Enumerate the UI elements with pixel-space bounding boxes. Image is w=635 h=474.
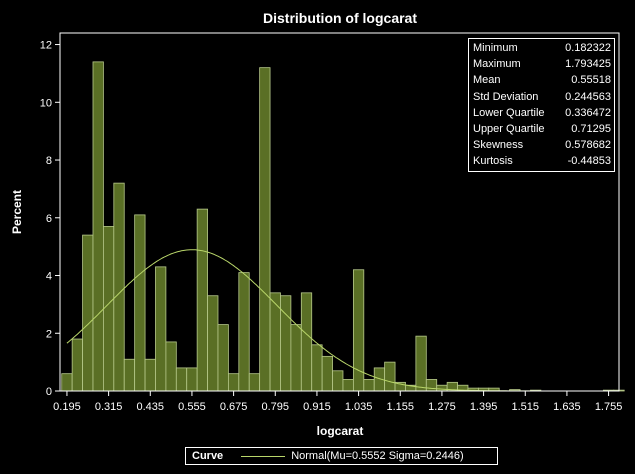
histogram-bar: [207, 295, 219, 392]
y-tick-label: 0: [46, 386, 52, 398]
stat-value: 0.182322: [565, 42, 611, 54]
histogram-bar: [425, 379, 438, 392]
legend-entry: Normal(Mu=0.5552 Sigma=0.2446): [291, 450, 464, 462]
histogram-bar: [415, 335, 427, 392]
histogram-bar: [227, 373, 240, 392]
histogram-bar: [321, 355, 333, 392]
histogram-bar: [144, 358, 156, 392]
histogram-bar: [61, 373, 73, 392]
stat-value: 0.55518: [571, 74, 611, 87]
x-axis-label: logcarat: [317, 424, 364, 438]
stat-label: Kurtosis: [473, 155, 513, 168]
x-tick-label: 1.035: [345, 401, 373, 413]
histogram-bar: [196, 208, 208, 392]
histogram-bar: [332, 370, 344, 392]
stat-value: 0.244563: [565, 90, 611, 103]
histogram-bar: [103, 226, 115, 392]
histogram-bar: [113, 182, 125, 392]
stat-label: Maximum: [473, 58, 521, 71]
histogram-bar: [175, 367, 188, 392]
histogram-bar: [186, 367, 198, 392]
histogram-bar: [238, 272, 250, 392]
x-tick-label: 1.515: [511, 401, 539, 413]
plot-frame: [59, 32, 620, 392]
histogram-bar: [123, 358, 136, 392]
histogram-bar: [165, 341, 177, 392]
histogram-bar: [259, 67, 271, 392]
stat-label: Skewness: [473, 139, 524, 152]
histogram-bar: [436, 384, 448, 392]
y-tick-label: 8: [46, 155, 52, 167]
histogram-bar: [363, 379, 375, 392]
stat-label: Std Deviation: [473, 90, 539, 103]
legend: Curve Normal(Mu=0.5552 Sigma=0.2446): [185, 447, 498, 465]
y-tick-label: 4: [46, 271, 52, 283]
stat-value: 0.71295: [571, 123, 611, 136]
statistics-table: Minimum 0.182322 Maximum 1.793425 Mean 0.5551…: [468, 38, 615, 172]
stat-label: Minimum: [473, 42, 518, 54]
stat-label: Mean: [473, 74, 501, 87]
y-tick-label: 10: [40, 97, 52, 109]
y-axis-label: Percent: [10, 190, 24, 234]
x-tick-label: 0.435: [137, 401, 165, 413]
stat-value: 0.336472: [565, 106, 611, 119]
stat-row: Mean 0.55518: [469, 72, 614, 88]
histogram-bar: [311, 344, 323, 392]
x-tick-label: 0.795: [262, 401, 290, 413]
histogram-bar: [134, 214, 146, 392]
histogram-bar: [300, 292, 313, 392]
legend-title: Curve: [192, 450, 224, 462]
y-tick-label: 12: [40, 40, 52, 52]
histogram-bar: [92, 61, 104, 392]
stat-value: -0.44853: [567, 155, 611, 168]
x-tick-label: 1.155: [386, 401, 414, 413]
histogram-bar: [290, 324, 302, 392]
chart-title: Distribution of logcarat: [263, 10, 417, 26]
histogram-bar: [352, 269, 365, 392]
stat-value: 0.578682: [565, 139, 611, 152]
y-tick-label: 6: [46, 213, 52, 225]
stat-label: Upper Quartile: [473, 123, 545, 136]
histogram-bar: [342, 379, 354, 392]
x-tick-label: 0.315: [95, 401, 123, 413]
histogram-bar: [82, 234, 94, 392]
x-tick-label: 0.675: [220, 401, 248, 413]
stat-row: Kurtosis -0.44853: [469, 153, 614, 169]
stat-row: Lower Quartile 0.336472: [469, 105, 614, 121]
legend-line-swatch: [241, 455, 286, 457]
x-tick-label: 1.275: [428, 401, 456, 413]
x-tick-label: 1.755: [595, 401, 623, 413]
histogram-bar: [71, 338, 83, 392]
stat-row: Std Deviation 0.244563: [469, 89, 614, 105]
x-tick-label: 0.195: [53, 401, 81, 413]
stat-row: Upper Quartile 0.71295: [469, 121, 614, 137]
y-axis: 0 2 4 6 8 10 12: [40, 40, 60, 398]
histogram-bar: [248, 373, 261, 392]
stat-row: Skewness 0.578682: [469, 137, 614, 153]
stat-value: 1.793425: [565, 58, 611, 71]
x-tick-label: 1.635: [553, 401, 581, 413]
x-axis: 0.195 0.315 0.435 0.555 0.675 0.795 0.915 1.035…: [53, 391, 622, 413]
stat-row: Maximum 1.793425: [469, 56, 614, 72]
x-tick-label: 0.915: [303, 401, 331, 413]
x-tick-label: 0.555: [178, 401, 206, 413]
x-tick-label: 1.395: [470, 401, 498, 413]
histogram-bar: [384, 361, 396, 392]
stat-label: Lower Quartile: [473, 106, 545, 119]
y-tick-label: 2: [46, 328, 52, 340]
histogram-bar: [155, 266, 167, 392]
histogram-bar: [217, 324, 229, 392]
stat-row: Minimum 0.182322: [469, 40, 614, 56]
bars-group: [61, 61, 625, 392]
